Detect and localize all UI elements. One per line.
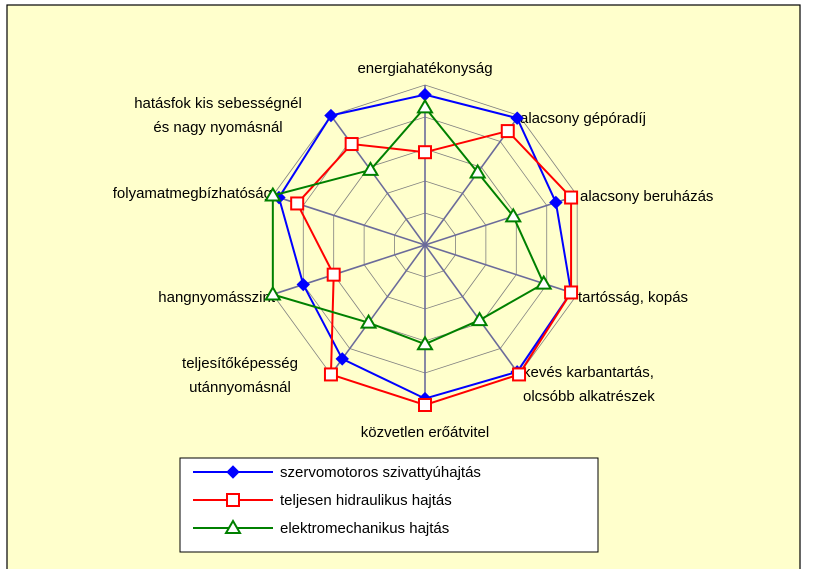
- spoke: [330, 244, 426, 375]
- data-point: [416, 98, 434, 114]
- data-point: [344, 137, 359, 152]
- data-point: [361, 160, 380, 176]
- data-point: [264, 285, 282, 301]
- data-point: [534, 274, 553, 290]
- category-label: tartósság, kopás: [578, 289, 688, 306]
- data-point: [512, 367, 527, 382]
- category-label: hatásfok kis sebességnél és nagy nyomásná…: [134, 95, 302, 136]
- data-point: [335, 352, 349, 366]
- data-point: [500, 124, 515, 139]
- category-label: kevés karbantartás, olcsóbb alkatrészek: [523, 364, 655, 405]
- data-point: [418, 145, 432, 160]
- data-point: [264, 186, 282, 202]
- data-point: [470, 311, 489, 327]
- data-point: [564, 190, 579, 205]
- data-point: [323, 367, 338, 382]
- category-label: teljesítőképesség utánnyomásnál: [182, 355, 298, 396]
- data-point: [324, 108, 338, 123]
- category-label: hangnyomásszint: [158, 289, 276, 306]
- legend-label: elektromechanikus hajtás: [280, 520, 449, 537]
- category-label: alacsony beruházás: [580, 188, 713, 205]
- legend-marker: [226, 465, 240, 479]
- category-label: folyamatmegbízhatóság: [113, 185, 272, 202]
- spoke: [424, 244, 578, 296]
- data-point: [504, 207, 522, 223]
- data-point: [359, 313, 378, 329]
- legend-marker: [224, 519, 242, 534]
- data-point: [416, 335, 434, 351]
- legend-box: [179, 457, 599, 553]
- data-point: [510, 111, 524, 125]
- data-point: [564, 285, 579, 300]
- data-point: [296, 277, 310, 292]
- spoke: [272, 244, 426, 296]
- data-point: [326, 267, 341, 282]
- category-label: energiahatékonyság: [357, 60, 492, 77]
- data-point: [418, 398, 432, 412]
- data-point: [468, 163, 487, 179]
- category-label: alacsony gépóradíj: [520, 110, 646, 127]
- category-label: közvetlen erőátvitel: [361, 424, 489, 441]
- data-point: [549, 195, 563, 210]
- spoke: [424, 244, 520, 375]
- legend-label: teljesen hidraulikus hajtás: [280, 492, 452, 509]
- legend-label: szervomotoros szivattyúhajtás: [280, 464, 481, 481]
- data-point: [290, 196, 305, 211]
- legend-marker: [226, 493, 240, 507]
